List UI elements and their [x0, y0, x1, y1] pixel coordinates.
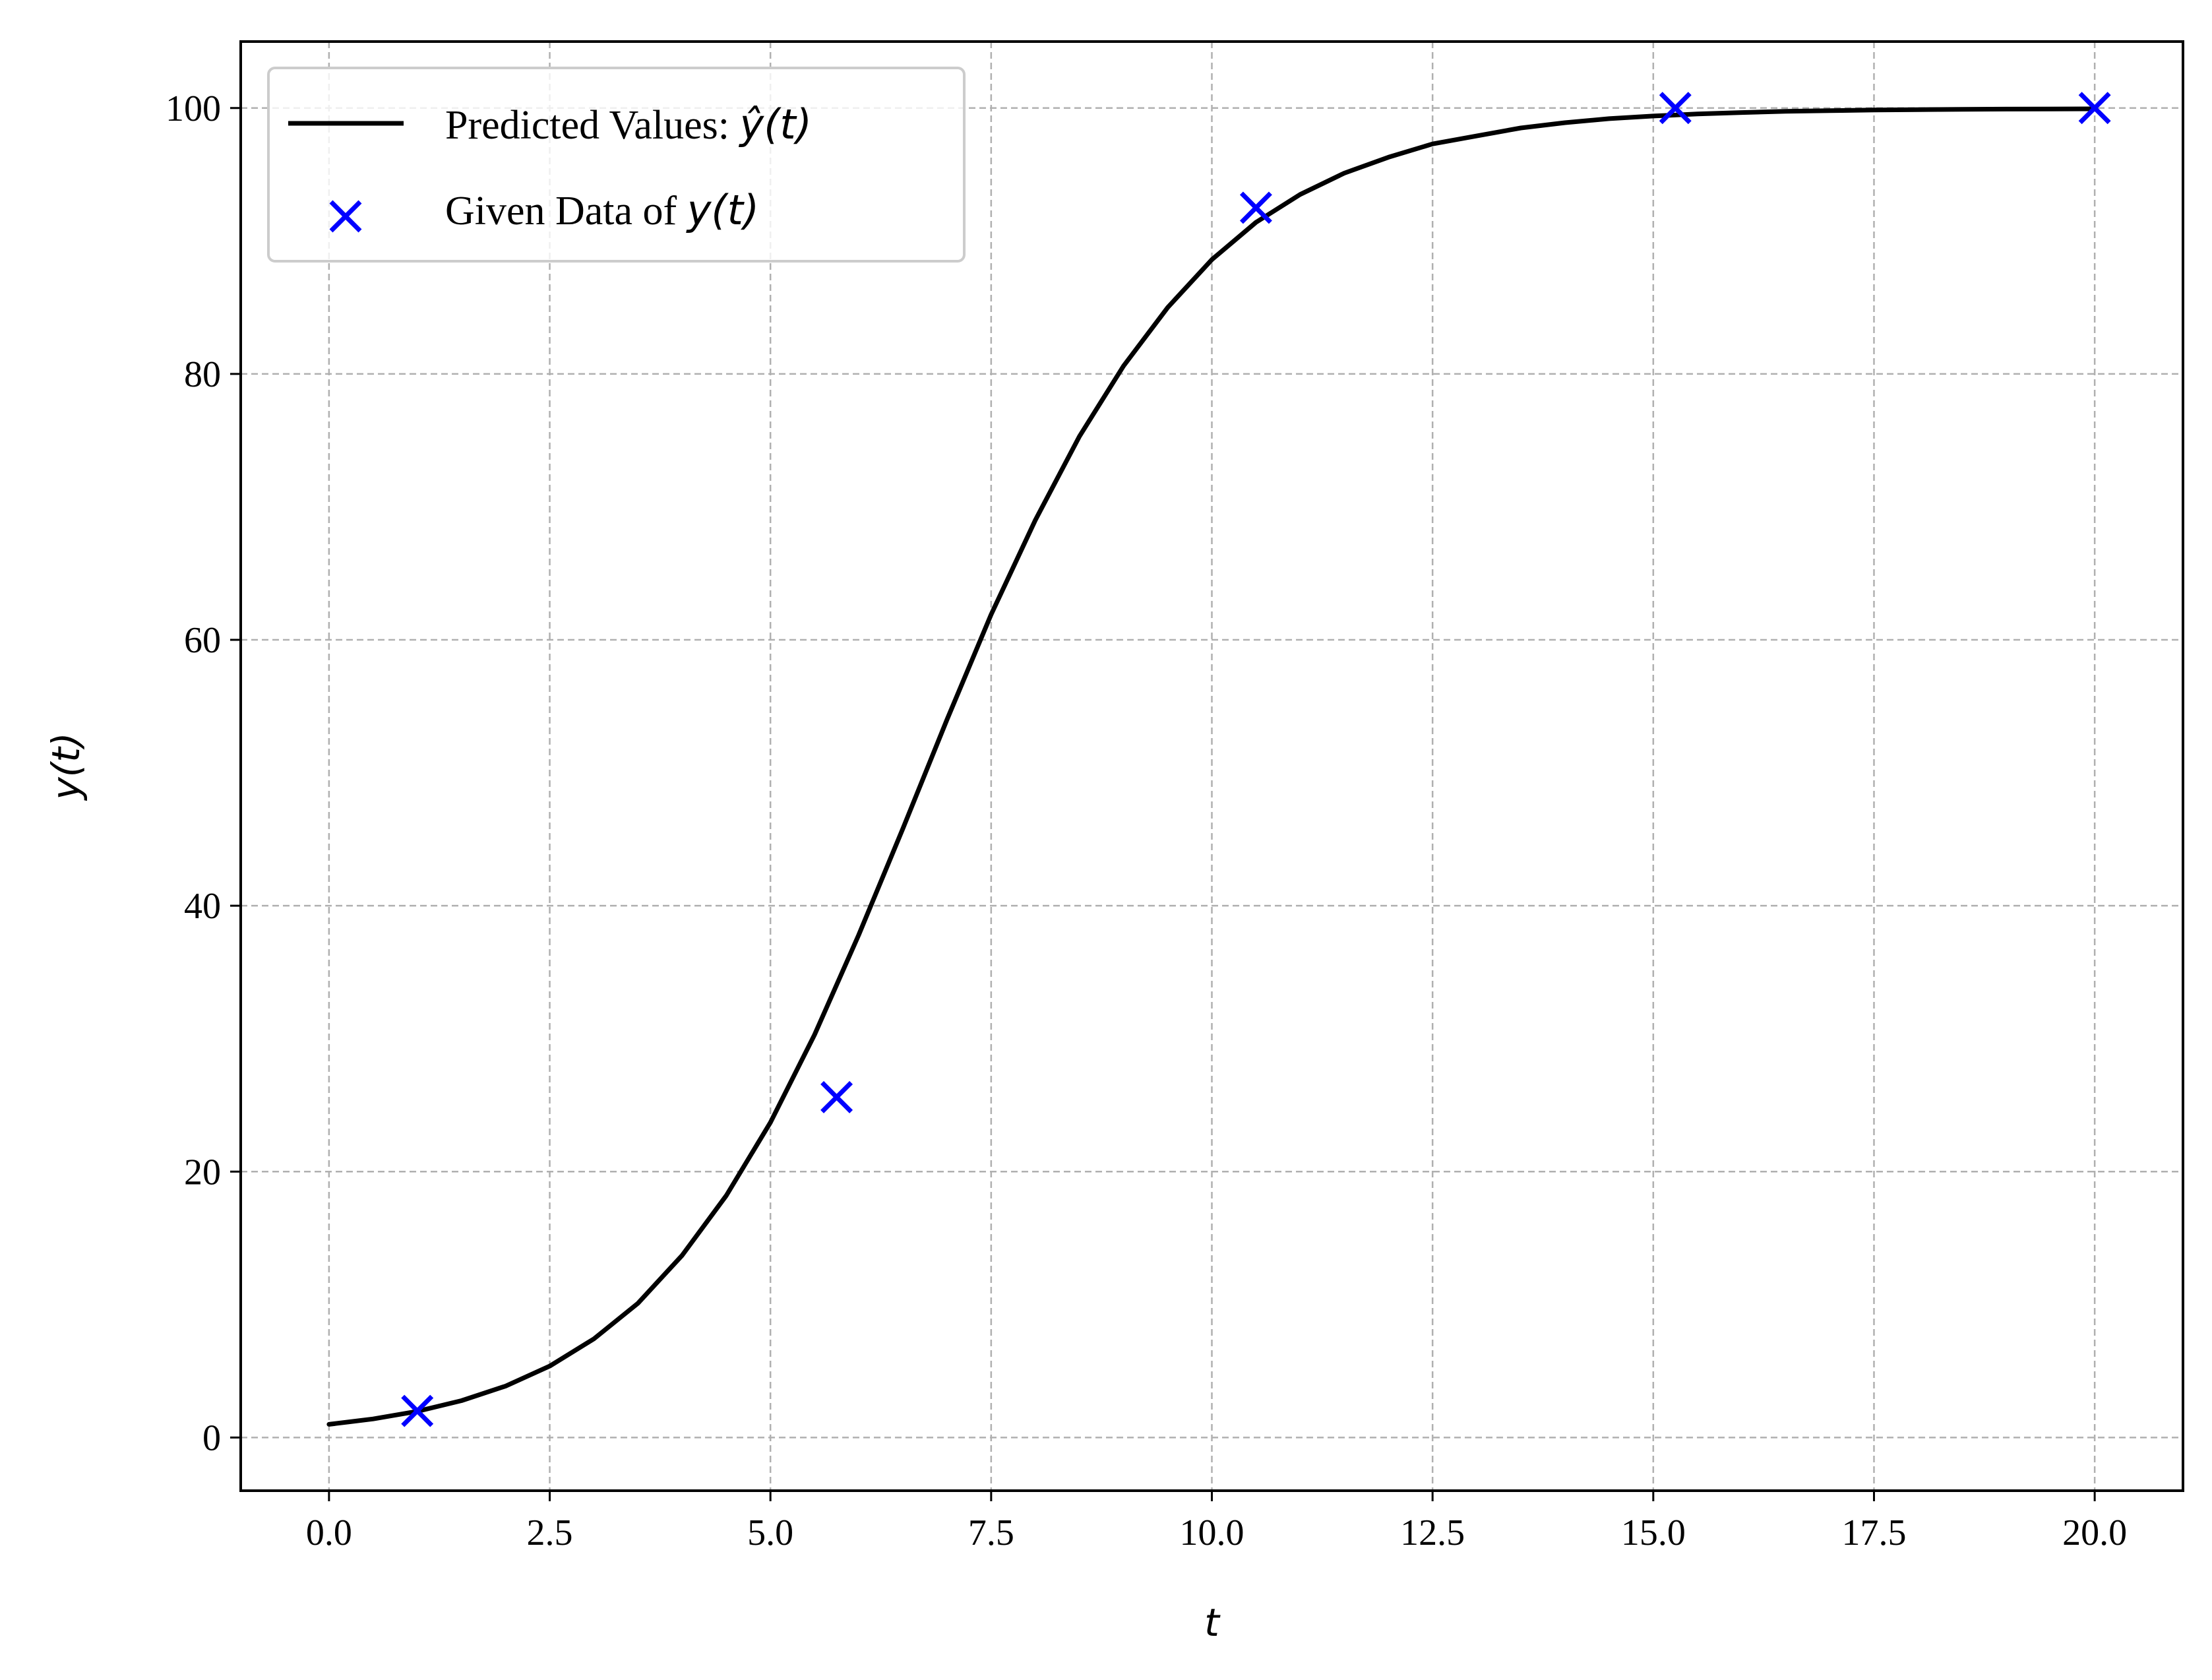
x-tick-label: 17.5: [1841, 1512, 1906, 1553]
legend-marker-swatch: [329, 200, 362, 233]
y-tick-label: 20: [184, 1152, 221, 1193]
x-axis-ticks: 0.0 2.5 5.0 7.5 10.0 12.5 15.0 17.5 20.0: [306, 1491, 2127, 1553]
predicted-curve-layer: [326, 106, 2097, 1427]
data-point-marker: [2078, 92, 2111, 125]
x-tick-label: 7.5: [968, 1512, 1014, 1553]
legend-label-predicted-math: ŷ(t): [739, 100, 812, 148]
legend-label-given-math: y(t): [686, 186, 759, 234]
legend-marker-x: [329, 200, 362, 233]
x-tick-label: 15.0: [1621, 1512, 1686, 1553]
data-point-marker: [820, 1080, 853, 1113]
y-tick-label: 40: [184, 886, 221, 927]
legend-label-given: Given Data of y(t): [445, 186, 759, 234]
data-point-marker: [401, 1394, 434, 1427]
x-tick-label: 5.0: [747, 1512, 793, 1553]
legend-label-predicted-text: Predicted Values:: [445, 103, 740, 148]
legend: Predicted Values: ŷ(t) Given Data of y(t…: [267, 67, 966, 263]
y-tick-label: 60: [184, 620, 221, 661]
x-tick-label: 20.0: [2062, 1512, 2127, 1553]
y-tick-label: 100: [166, 88, 221, 129]
legend-box: [267, 67, 966, 263]
y-tick-label: 80: [184, 354, 221, 395]
y-tick-label: 0: [202, 1417, 221, 1458]
legend-label-given-text: Given Data of: [445, 189, 687, 233]
data-marker-layer: [401, 92, 2111, 1427]
y-axis-ticks: 0 20 40 60 80 100: [166, 88, 241, 1458]
data-point-marker: [1239, 191, 1272, 224]
x-tick-label: 0.0: [306, 1512, 352, 1553]
y-axis-label: y(t): [44, 732, 88, 801]
x-tick-label: 12.5: [1400, 1512, 1465, 1553]
x-axis-label: t: [1204, 1600, 1221, 1645]
x-tick-label: 2.5: [527, 1512, 573, 1553]
legend-label-predicted: Predicted Values: ŷ(t): [445, 100, 812, 148]
predicted-line: [326, 106, 2097, 1427]
data-point-marker: [1659, 92, 1692, 125]
x-tick-label: 10.0: [1180, 1512, 1244, 1553]
